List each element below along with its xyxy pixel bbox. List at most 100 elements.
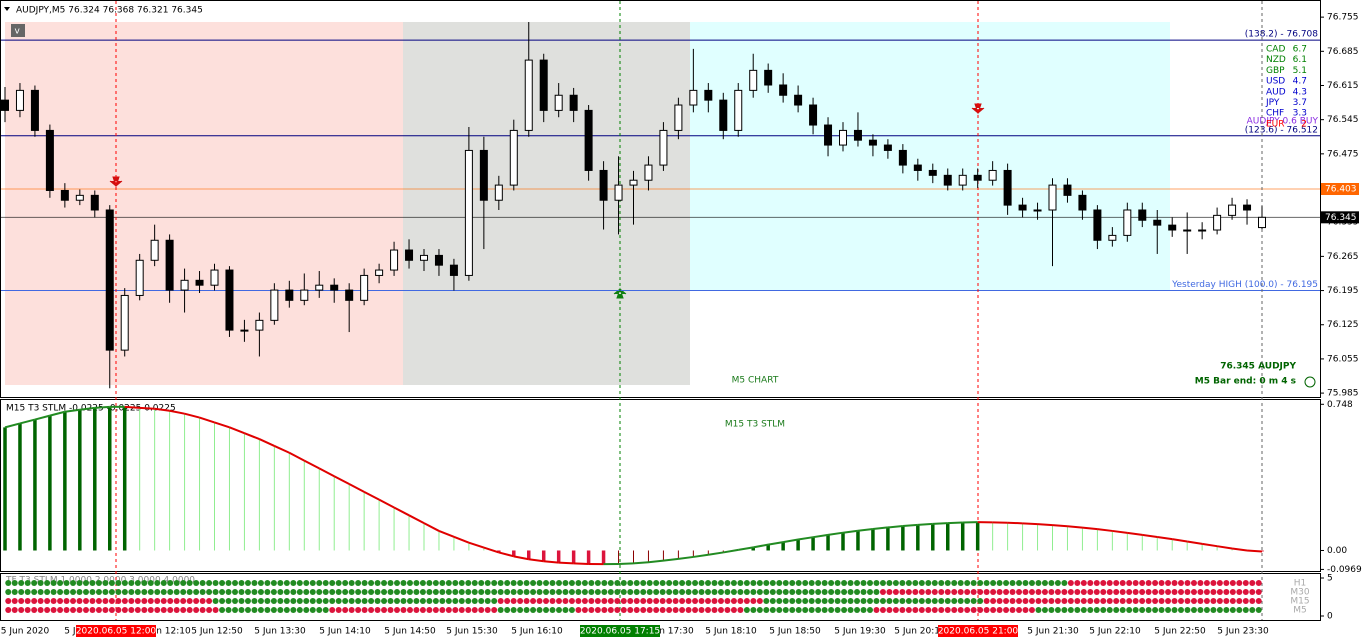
state-dot (646, 607, 653, 613)
state-dot (854, 607, 861, 613)
state-dot (730, 580, 737, 586)
state-dot (815, 580, 822, 586)
collapse-button[interactable] (11, 24, 25, 37)
state-dot (601, 598, 608, 604)
indicator-line (363, 490, 380, 501)
state-dot (795, 607, 802, 613)
state-dot (206, 607, 213, 613)
state-dot (996, 589, 1003, 595)
state-dot (562, 598, 569, 604)
state-dot (18, 598, 25, 604)
state-dot (782, 598, 789, 604)
candle-body (913, 164, 922, 171)
indicator-line (513, 555, 529, 561)
y-tick-label: 75.985 (1327, 389, 1359, 399)
state-dot (283, 589, 290, 595)
candle-body (629, 179, 638, 186)
state-dot (400, 580, 407, 586)
candle-body (689, 89, 698, 106)
state-dot (1100, 607, 1107, 613)
state-dot (782, 580, 789, 586)
state-dot (257, 607, 264, 613)
state-dot (329, 589, 336, 595)
strength-value: 2 (1301, 119, 1307, 129)
state-dot (646, 589, 653, 595)
state-dot (193, 589, 200, 595)
state-dot (1139, 598, 1146, 604)
state-dot (1210, 607, 1217, 613)
state-dot (322, 589, 329, 595)
state-dot (679, 589, 686, 595)
state-dot (685, 598, 692, 604)
state-dot (270, 598, 277, 604)
state-dot (394, 580, 401, 586)
indicator-line (423, 522, 440, 532)
state-dot (860, 598, 867, 604)
state-dot (141, 589, 148, 595)
candle-body (1228, 204, 1237, 216)
state-dot (219, 589, 226, 595)
indicator-line (543, 560, 559, 564)
state-dot (134, 580, 141, 586)
state-dot (121, 580, 128, 586)
indicator-line (917, 522, 933, 526)
state-dot (471, 598, 478, 604)
state-dot (63, 598, 70, 604)
state-dot (303, 607, 310, 613)
state-dot (11, 607, 18, 613)
indicator-line (797, 536, 814, 541)
state-dot (964, 607, 971, 613)
candle-body (1078, 194, 1087, 211)
state-dot (692, 598, 699, 604)
time-marker-label: 2020.06.05 17:15 (580, 627, 660, 637)
dot-segment (497, 598, 763, 604)
candle-body (105, 209, 114, 351)
state-dot (102, 589, 109, 595)
state-dot (692, 589, 699, 595)
y-tick-label: 5 (1327, 574, 1333, 584)
indicator-line (214, 421, 230, 429)
state-dot (316, 580, 323, 586)
time-marker-tag (76, 625, 156, 637)
state-dot (238, 598, 245, 604)
state-dot (212, 598, 219, 604)
state-dot (1041, 607, 1048, 613)
y-tick-label: 76.055 (1327, 354, 1359, 364)
state-dot (128, 580, 135, 586)
state-dot (335, 589, 342, 595)
state-dot (1041, 580, 1048, 586)
state-dot (1100, 589, 1107, 595)
state-dot (504, 580, 511, 586)
state-dot (1067, 580, 1074, 586)
candle-body (120, 294, 129, 351)
state-dot (141, 580, 148, 586)
state-dot (555, 598, 562, 604)
state-dot (95, 607, 102, 613)
indicator-line (333, 475, 350, 485)
state-dot (115, 598, 122, 604)
state-dot (82, 580, 89, 586)
state-dot (44, 580, 51, 586)
dot-segment (329, 607, 498, 613)
state-dot (458, 589, 465, 595)
state-dot (789, 580, 796, 586)
dot-segment (212, 598, 498, 604)
state-dot (82, 598, 89, 604)
candle-body (360, 274, 369, 301)
candle-body (539, 59, 548, 111)
state-dot (957, 598, 964, 604)
state-dot (1145, 580, 1152, 586)
state-dot (750, 589, 757, 595)
state-dot (419, 607, 426, 613)
state-dot (1113, 589, 1120, 595)
price-tag-label: 76.403 (1325, 185, 1357, 195)
state-dot (1061, 589, 1068, 595)
state-dot (1113, 607, 1120, 613)
state-dot (1087, 598, 1094, 604)
y-tick-label: 76.545 (1327, 115, 1359, 125)
state-dot (82, 589, 89, 595)
state-dot (1223, 589, 1230, 595)
state-dot (912, 580, 919, 586)
state-dot (555, 589, 562, 595)
indicator-line (573, 562, 589, 565)
